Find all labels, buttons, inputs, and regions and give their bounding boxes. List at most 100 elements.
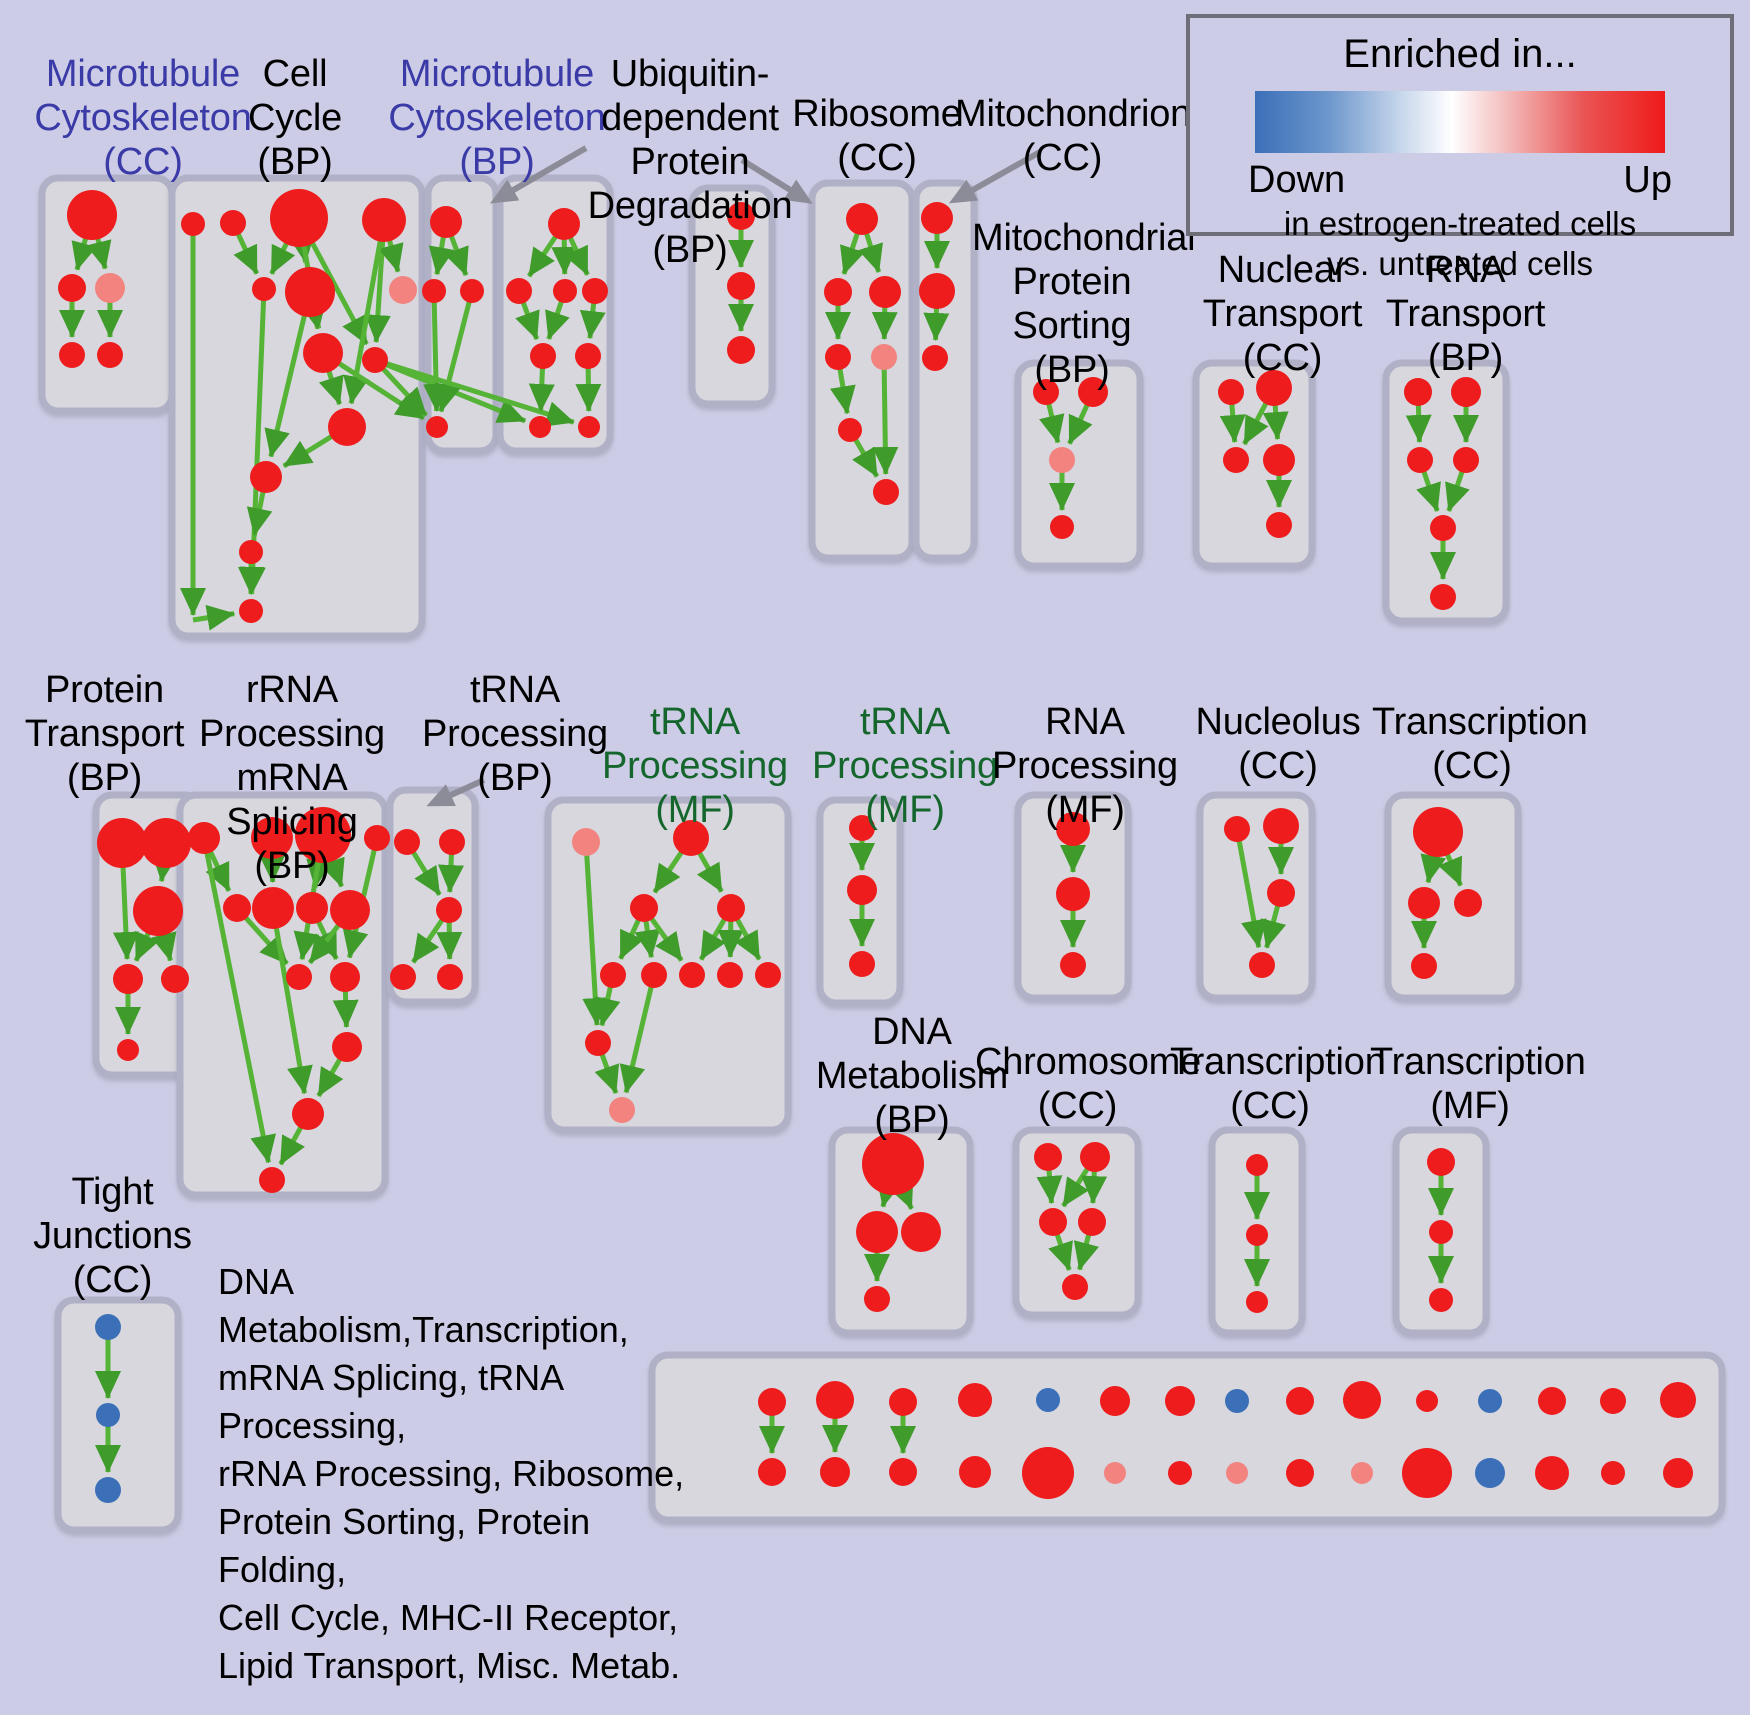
network-node[interactable] — [1535, 1456, 1569, 1490]
network-node[interactable] — [97, 342, 123, 368]
network-node[interactable] — [1411, 953, 1437, 979]
network-node[interactable] — [188, 822, 220, 854]
network-node[interactable] — [1060, 952, 1086, 978]
network-node[interactable] — [862, 1133, 924, 1195]
network-node[interactable] — [292, 1098, 324, 1130]
network-node[interactable] — [585, 1030, 611, 1056]
network-node[interactable] — [1224, 816, 1250, 842]
network-node[interactable] — [1475, 1458, 1505, 1488]
network-node[interactable] — [58, 274, 86, 302]
network-node[interactable] — [572, 828, 600, 856]
network-node[interactable] — [394, 829, 420, 855]
network-node[interactable] — [251, 817, 293, 859]
network-node[interactable] — [1246, 1154, 1268, 1176]
network-node[interactable] — [426, 416, 448, 438]
network-node[interactable] — [1249, 952, 1275, 978]
network-node[interactable] — [1104, 1462, 1126, 1484]
network-node[interactable] — [847, 875, 877, 905]
network-node[interactable] — [1600, 1388, 1626, 1414]
network-node[interactable] — [252, 277, 276, 301]
network-node[interactable] — [864, 1286, 890, 1312]
network-node[interactable] — [838, 418, 862, 442]
network-node[interactable] — [758, 1388, 786, 1416]
network-node[interactable] — [824, 278, 852, 306]
network-node[interactable] — [1033, 379, 1059, 405]
network-node[interactable] — [303, 333, 343, 373]
network-node[interactable] — [295, 807, 351, 863]
network-node[interactable] — [869, 276, 901, 308]
network-node[interactable] — [1663, 1458, 1693, 1488]
network-node[interactable] — [133, 886, 183, 936]
network-node[interactable] — [1267, 879, 1295, 907]
network-node[interactable] — [239, 599, 263, 623]
network-node[interactable] — [856, 1211, 898, 1253]
network-node[interactable] — [1036, 1388, 1060, 1412]
network-node[interactable] — [958, 1383, 992, 1417]
network-node[interactable] — [1286, 1459, 1314, 1487]
network-node[interactable] — [1039, 1208, 1067, 1236]
network-node[interactable] — [679, 962, 705, 988]
network-node[interactable] — [364, 825, 390, 851]
network-node[interactable] — [630, 894, 658, 922]
network-node[interactable] — [1429, 1220, 1453, 1244]
network-node[interactable] — [1050, 515, 1074, 539]
network-node[interactable] — [1049, 447, 1075, 473]
network-node[interactable] — [1427, 1148, 1455, 1176]
network-node[interactable] — [141, 818, 191, 868]
network-node[interactable] — [1078, 1208, 1106, 1236]
network-node[interactable] — [250, 461, 282, 493]
network-node[interactable] — [1601, 1461, 1625, 1485]
network-node[interactable] — [97, 818, 147, 868]
network-node[interactable] — [252, 887, 294, 929]
network-node[interactable] — [67, 190, 117, 240]
network-node[interactable] — [530, 343, 556, 369]
network-node[interactable] — [332, 1032, 362, 1062]
network-node[interactable] — [437, 964, 463, 990]
network-node[interactable] — [1453, 447, 1479, 473]
network-node[interactable] — [422, 279, 446, 303]
network-node[interactable] — [390, 964, 416, 990]
network-node[interactable] — [582, 278, 608, 304]
network-node[interactable] — [816, 1381, 854, 1419]
network-node[interactable] — [296, 892, 328, 924]
network-node[interactable] — [1246, 1291, 1268, 1313]
network-node[interactable] — [117, 1039, 139, 1061]
network-node[interactable] — [328, 408, 366, 446]
network-node[interactable] — [1538, 1387, 1566, 1415]
network-node[interactable] — [330, 890, 370, 930]
network-node[interactable] — [362, 198, 406, 242]
network-node[interactable] — [1429, 1288, 1453, 1312]
network-node[interactable] — [1430, 515, 1456, 541]
network-node[interactable] — [1407, 447, 1433, 473]
network-node[interactable] — [1056, 877, 1090, 911]
network-node[interactable] — [1226, 1462, 1248, 1484]
network-node[interactable] — [1478, 1389, 1502, 1413]
network-node[interactable] — [825, 344, 851, 370]
network-node[interactable] — [181, 212, 205, 236]
network-node[interactable] — [1263, 808, 1299, 844]
network-node[interactable] — [1100, 1386, 1130, 1416]
network-node[interactable] — [1404, 378, 1432, 406]
network-node[interactable] — [439, 829, 465, 855]
network-node[interactable] — [600, 962, 626, 988]
network-node[interactable] — [95, 1314, 121, 1340]
network-node[interactable] — [889, 1388, 917, 1416]
network-node[interactable] — [820, 1457, 850, 1487]
network-node[interactable] — [1223, 447, 1249, 473]
network-node[interactable] — [889, 1458, 917, 1486]
network-node[interactable] — [871, 344, 897, 370]
network-node[interactable] — [1168, 1461, 1192, 1485]
network-node[interactable] — [220, 210, 246, 236]
network-node[interactable] — [1165, 1386, 1195, 1416]
network-node[interactable] — [59, 342, 85, 368]
network-node[interactable] — [1454, 889, 1482, 917]
network-node[interactable] — [1078, 377, 1108, 407]
network-node[interactable] — [223, 894, 251, 922]
network-node[interactable] — [1451, 377, 1481, 407]
network-node[interactable] — [285, 267, 335, 317]
network-node[interactable] — [727, 202, 755, 230]
network-node[interactable] — [96, 1403, 120, 1427]
network-node[interactable] — [1246, 1224, 1268, 1246]
network-node[interactable] — [849, 951, 875, 977]
network-node[interactable] — [921, 202, 953, 234]
